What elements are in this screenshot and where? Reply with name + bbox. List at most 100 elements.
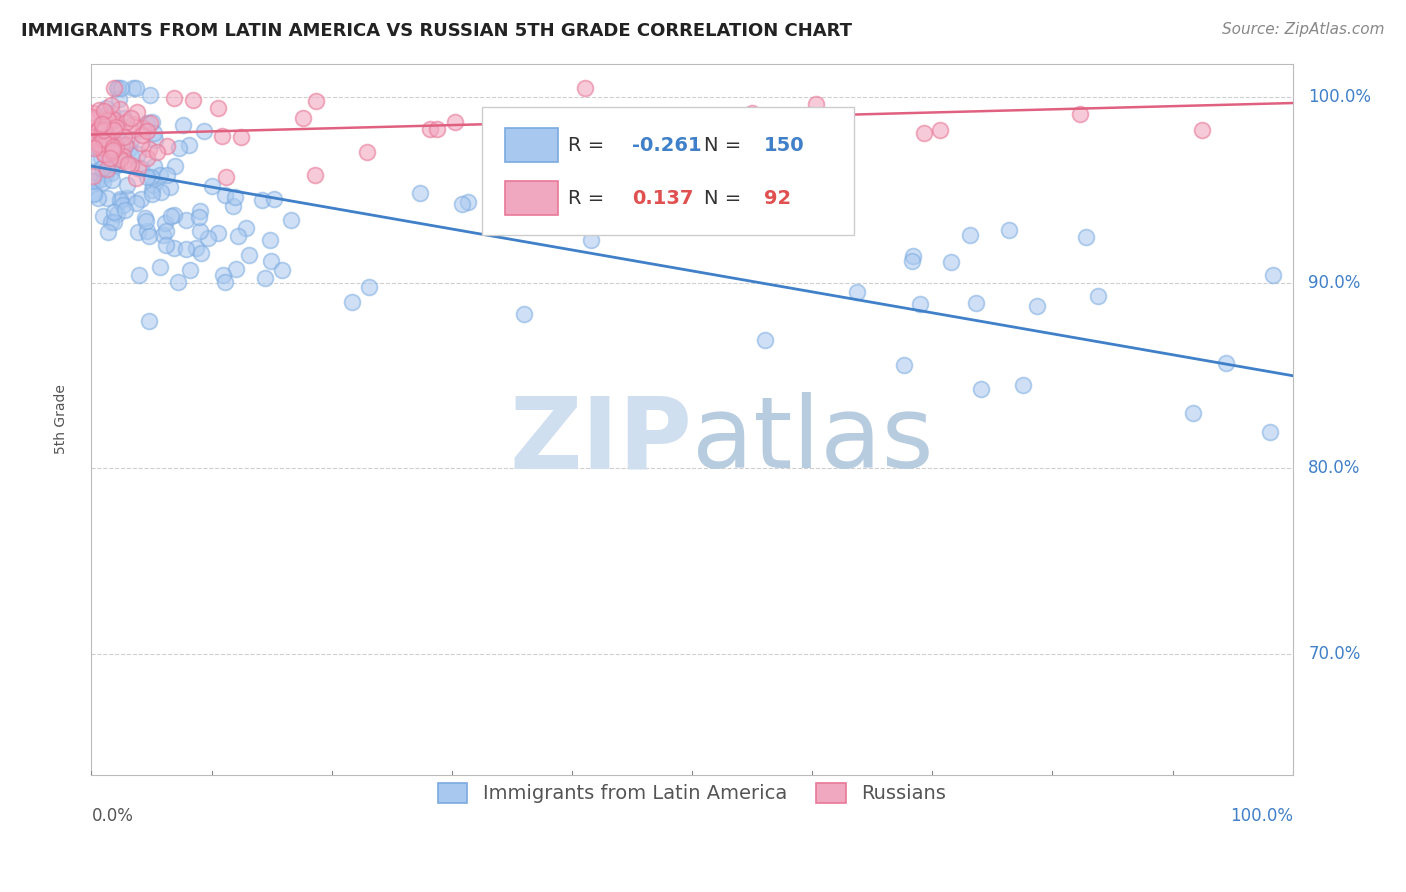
Point [207,226,229,240]
Point [82,106,104,120]
Point [101,140,124,154]
Text: 5th Grade: 5th Grade [55,384,69,454]
Point [1012,378,1035,392]
Point [136,116,159,130]
FancyBboxPatch shape [505,128,558,162]
Point [91,175,114,189]
Text: N =: N = [704,189,748,208]
Point [104,117,127,131]
Point [139,88,162,103]
Point [101,112,124,127]
Point [969,382,991,396]
Point [93,123,115,137]
Point [84,174,107,188]
Point [101,145,124,159]
Point [179,262,201,277]
Point [91,140,114,154]
Point [150,185,173,199]
Point [103,81,125,95]
Point [112,153,135,168]
Point [98,131,121,145]
Point [280,212,302,227]
Point [143,126,166,140]
Point [167,275,190,289]
Point [91,132,114,146]
Point [214,187,236,202]
Point [111,198,134,212]
Point [91,138,114,153]
Point [997,223,1019,237]
Point [222,199,245,213]
Point [356,145,378,160]
Point [87,103,110,118]
Point [271,262,294,277]
FancyBboxPatch shape [505,181,558,215]
Point [108,192,131,206]
Point [94,143,117,157]
Point [94,132,117,146]
Point [1069,107,1091,121]
Point [138,229,160,244]
Point [135,224,157,238]
Point [929,122,952,136]
Point [444,115,467,129]
Point [901,249,924,263]
Point [224,190,246,204]
Point [451,196,474,211]
Point [149,168,172,182]
Point [105,207,128,221]
Point [259,233,281,247]
Point [82,128,104,143]
Point [105,120,128,134]
Point [82,111,104,125]
Point [1076,229,1098,244]
Point [94,101,117,115]
Point [103,215,125,229]
Point [91,209,114,223]
Text: 92: 92 [765,189,792,208]
Point [103,149,125,163]
Point [125,171,148,186]
Point [87,123,110,137]
Text: 0.137: 0.137 [633,189,693,208]
Point [84,137,107,152]
Point [83,186,105,201]
Point [156,139,179,153]
Point [84,165,107,179]
Point [100,98,122,112]
Point [91,117,114,131]
Point [96,111,118,125]
Point [647,202,669,216]
Point [121,117,143,131]
Point [408,186,430,201]
Point [177,138,200,153]
Text: 0.0%: 0.0% [91,806,134,824]
Point [112,130,135,145]
Text: R =: R = [568,189,610,208]
Point [94,167,117,181]
Point [211,128,233,143]
Point [120,158,142,172]
Point [90,133,112,147]
Legend: Immigrants from Latin America, Russians: Immigrants from Latin America, Russians [430,775,953,811]
Point [94,130,117,145]
Point [128,268,150,282]
Point [84,129,107,144]
Point [111,137,134,152]
Point [129,161,152,175]
Point [754,334,776,348]
Point [139,116,162,130]
Point [136,124,159,138]
Point [159,180,181,194]
Point [82,112,104,126]
Point [87,140,110,154]
Point [131,128,153,143]
Point [87,120,110,135]
Point [97,225,120,239]
Point [145,145,167,159]
Point [155,223,177,237]
Point [138,142,160,156]
Point [105,158,128,172]
Point [579,233,602,247]
Point [129,192,152,206]
